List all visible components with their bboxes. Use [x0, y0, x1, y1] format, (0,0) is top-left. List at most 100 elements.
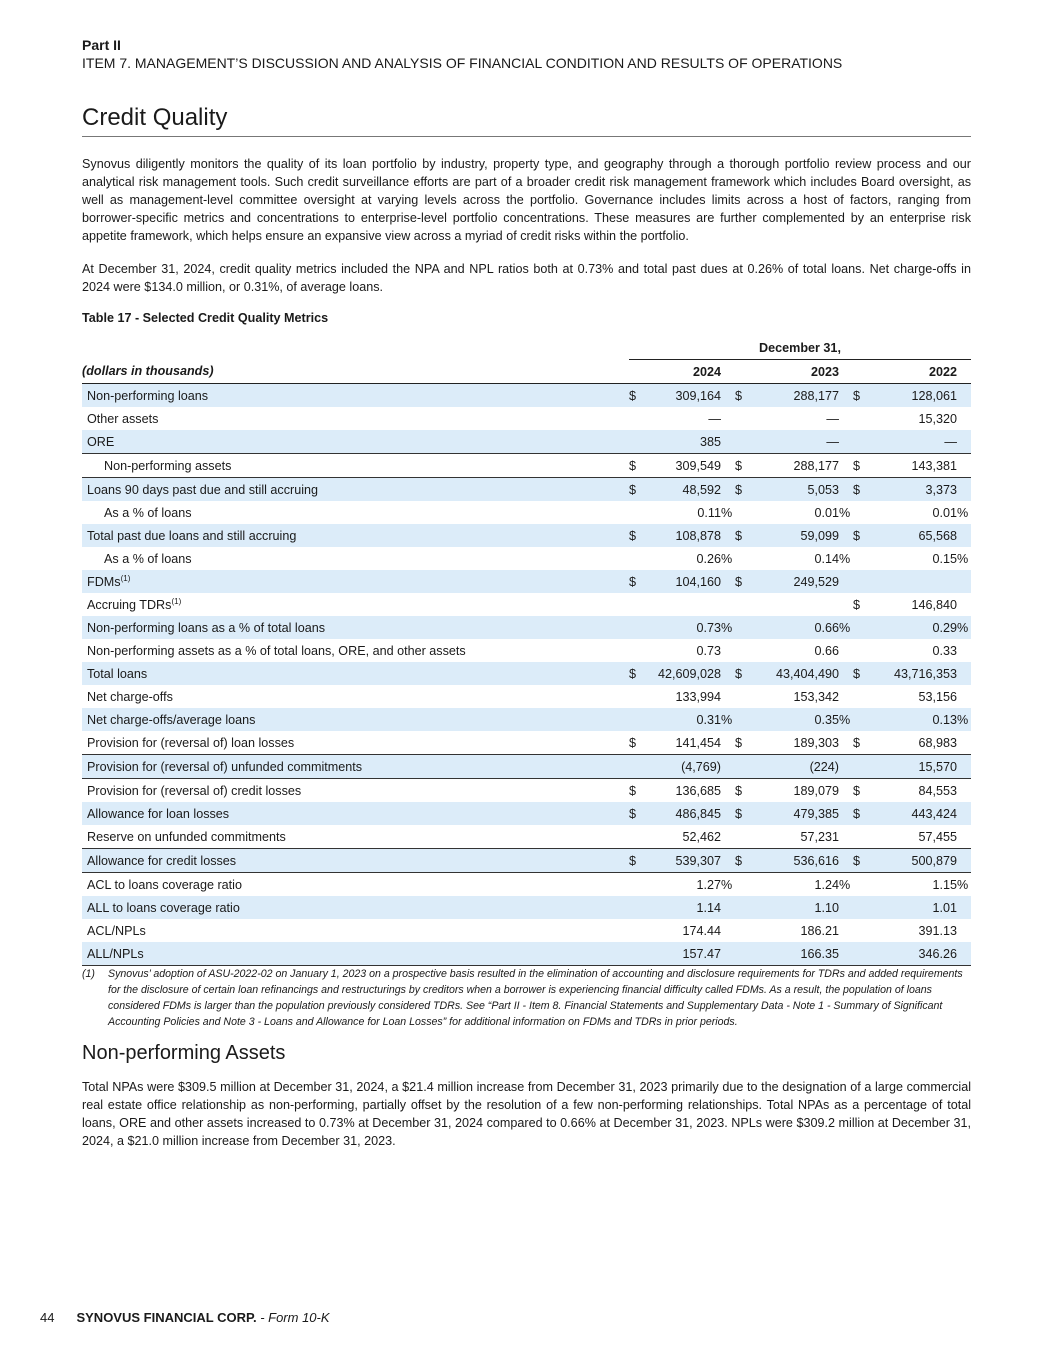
cell-value: 15,570: [867, 754, 957, 779]
currency-symbol: [629, 942, 643, 966]
currency-symbol: $: [853, 597, 861, 612]
unit-suffix: [721, 802, 735, 825]
unit-suffix: [839, 524, 853, 547]
currency-symbol: $: [853, 662, 867, 685]
unit-suffix: %: [721, 551, 733, 566]
cell-value: 108,878: [643, 524, 721, 547]
cell-value: 1.27: [696, 877, 721, 892]
row-label: Provision for (reversal of) loan losses: [82, 731, 629, 755]
currency-symbol: $: [735, 731, 749, 755]
table-row: As a % of loans 0.11% 0.01% 0.01%: [82, 501, 971, 524]
unit-suffix: [957, 639, 971, 662]
currency-symbol: $: [853, 453, 867, 478]
table-row: Allowance for credit losses $539,307 $536,…: [82, 848, 971, 873]
table-row: ACL/NPLs 174.44 186.21 391.13: [82, 919, 971, 942]
unit-suffix: [721, 383, 735, 407]
currency-symbol: $: [853, 383, 867, 407]
unit-suffix: [839, 383, 853, 407]
currency-symbol: [853, 754, 867, 779]
currency-symbol: [629, 593, 643, 616]
currency-symbol: [735, 685, 749, 708]
table-row: Net charge-offs 133,994 153,342 53,156: [82, 685, 971, 708]
cell-value: —: [708, 411, 721, 426]
unit-suffix: [839, 942, 853, 966]
currency-symbol: [735, 639, 749, 662]
page-number: 44: [40, 1310, 55, 1325]
unit-suffix: [839, 477, 853, 501]
footnote-ref: (1): [120, 573, 131, 583]
table-row: Non-performing assets $309,549 $288,177 $14…: [82, 453, 971, 478]
currency-symbol: [629, 639, 643, 662]
metrics-paragraph: At December 31, 2024, credit quality met…: [82, 262, 971, 294]
unit-suffix: %: [957, 708, 971, 731]
row-label: Net charge-offs: [87, 689, 173, 704]
currency-symbol: [629, 501, 643, 524]
cell-value: 186.21: [800, 923, 839, 938]
cell-value: 536,616: [749, 848, 839, 873]
currency-symbol: $: [629, 848, 643, 873]
cell-value: 0.01: [932, 505, 957, 520]
unit-suffix: [957, 779, 971, 803]
unit-suffix: [957, 593, 971, 616]
cell-value: 15,320: [918, 411, 957, 426]
cell-value: 479,385: [749, 802, 839, 825]
unit-suffix: [839, 896, 853, 919]
npa-paragraph: Total NPAs were $309.5 million at Decemb…: [82, 1080, 971, 1148]
currency-symbol: [629, 754, 643, 779]
currency-symbol: [629, 407, 643, 430]
currency-symbol: $: [853, 802, 867, 825]
unit-suffix: [721, 754, 735, 779]
unit-suffix: [839, 570, 853, 593]
currency-symbol: $: [629, 731, 643, 755]
unit-suffix: [721, 825, 735, 849]
unit-suffix: [721, 477, 735, 501]
cell-value: 104,160: [643, 570, 721, 593]
currency-symbol: [629, 825, 643, 849]
table-row: ACL to loans coverage ratio 1.27% 1.24% 1.1…: [82, 873, 971, 897]
currency-symbol: [629, 547, 643, 570]
footnote-ref: (1): [171, 596, 182, 606]
unit-suffix: %: [957, 616, 971, 639]
row-label: Allowance for credit losses: [82, 848, 629, 873]
cell-value: 385: [643, 430, 721, 454]
unit-suffix: [957, 825, 971, 849]
currency-symbol: [735, 754, 749, 779]
unit-suffix: [957, 731, 971, 755]
cell-value: 391.13: [918, 923, 957, 938]
unit-suffix: [839, 593, 853, 616]
section-title: Non-performing Assets: [82, 1042, 286, 1064]
currency-symbol: [629, 919, 643, 942]
unit-suffix: [721, 639, 735, 662]
cell-value: 0.15: [932, 551, 957, 566]
cell-value: 68,983: [867, 731, 957, 755]
row-label: Loans 90 days past due and still accruin…: [82, 477, 629, 501]
cell-value: 3,373: [867, 477, 957, 501]
credit-quality-table: December 31, (dollars in thousands) 2024…: [82, 336, 971, 966]
year-header: 2024: [692, 364, 721, 379]
unit-suffix: [839, 731, 853, 755]
currency-symbol: [735, 430, 749, 454]
running-header: Part II ITEM 7. MANAGEMENT’S DISCUSSION …: [82, 36, 842, 72]
currency-symbol: [735, 919, 749, 942]
unit-suffix: %: [839, 505, 851, 520]
unit-suffix: [721, 453, 735, 478]
currency-symbol: [735, 942, 749, 966]
currency-symbol: $: [853, 783, 861, 798]
unit-suffix: [957, 896, 971, 919]
unit-suffix: [957, 662, 971, 685]
unit-suffix: [721, 919, 735, 942]
unit-suffix: [721, 685, 735, 708]
currency-symbol: [735, 708, 749, 731]
currency-symbol: [735, 547, 749, 570]
cell-value: 500,879: [867, 848, 957, 873]
unit-label: (dollars in thousands): [82, 364, 214, 379]
currency-symbol: $: [629, 783, 637, 798]
unit-suffix: [721, 524, 735, 547]
unit-suffix: [839, 662, 853, 685]
cell-value: 0.66: [749, 616, 839, 639]
cell-value: 52,462: [643, 825, 721, 849]
table-row: Non-performing assets as a % of total lo…: [82, 639, 971, 662]
table-row: Allowance for loan losses $486,845 $479,38…: [82, 802, 971, 825]
table-row: Total past due loans and still accruing $…: [82, 524, 971, 547]
unit-suffix: [721, 430, 735, 454]
